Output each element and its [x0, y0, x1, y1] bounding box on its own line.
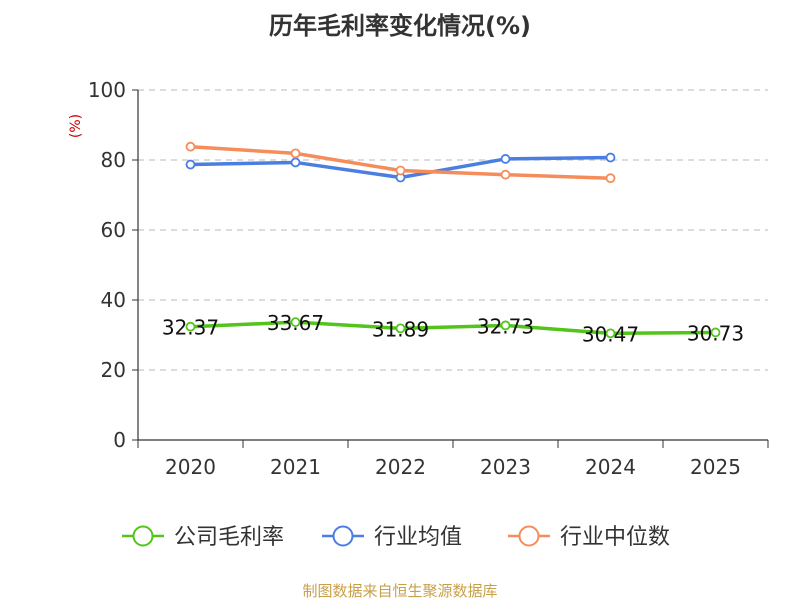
data-point [395, 323, 406, 334]
source-note: 制图数据来自恒生聚源数据库 [302, 582, 497, 600]
legend-item: 行业中位数 [508, 525, 670, 550]
legend-label: 行业均值 [374, 525, 462, 550]
y-tick-label: 80 [101, 148, 126, 172]
legend-marker [132, 525, 154, 547]
series-layer: 32.37 33.67 31.89 32.73 30.47 30.73 [162, 141, 744, 346]
x-tick-label: 2021 [270, 455, 321, 479]
axes: 0 20 40 60 80 100 2020 2021 2022 2023 2024 2025 [88, 78, 769, 479]
x-tick-label: 2025 [690, 455, 741, 479]
data-point [605, 173, 616, 184]
legend-label: 行业中位数 [560, 525, 670, 550]
x-tick-label: 2024 [585, 455, 636, 479]
y-tick-label: 40 [101, 288, 126, 312]
series-line-0 [188, 320, 718, 336]
grid [138, 89, 768, 371]
data-label: 31.89 [372, 317, 429, 341]
data-label: 33.67 [267, 311, 324, 335]
data-point [395, 165, 406, 176]
x-tick-label: 2023 [480, 455, 531, 479]
y-tick-label: 0 [113, 428, 126, 452]
data-point [500, 320, 511, 331]
legend-marker [332, 525, 354, 547]
data-point [290, 148, 301, 159]
y-tick-label: 20 [101, 358, 126, 382]
data-point [500, 154, 511, 164]
y-axis-label: (%) [68, 114, 84, 138]
data-label: 32.37 [162, 316, 219, 340]
data-point [710, 327, 721, 338]
data-point [605, 328, 616, 339]
data-point [185, 321, 196, 332]
data-point [500, 169, 511, 180]
data-point [290, 317, 301, 328]
data-point [290, 157, 301, 168]
y-tick-label: 60 [101, 218, 126, 242]
legend: 公司毛利率 行业均值 行业中位数 [122, 525, 670, 550]
y-tick-label: 100 [88, 78, 126, 102]
legend-marker [518, 525, 540, 547]
data-label: 30.47 [582, 322, 639, 346]
legend-label: 公司毛利率 [174, 525, 284, 550]
data-label: 32.73 [477, 314, 534, 338]
chart-title: 历年毛利率变化情况(%) [269, 12, 531, 40]
x-tick-label: 2020 [165, 455, 216, 479]
data-point [185, 141, 196, 152]
x-tick-label: 2022 [375, 455, 426, 479]
data-label: 30.73 [687, 321, 744, 345]
legend-item: 公司毛利率 [122, 525, 284, 550]
data-point [185, 159, 196, 170]
data-point [605, 152, 616, 163]
legend-item: 行业均值 [322, 525, 462, 550]
